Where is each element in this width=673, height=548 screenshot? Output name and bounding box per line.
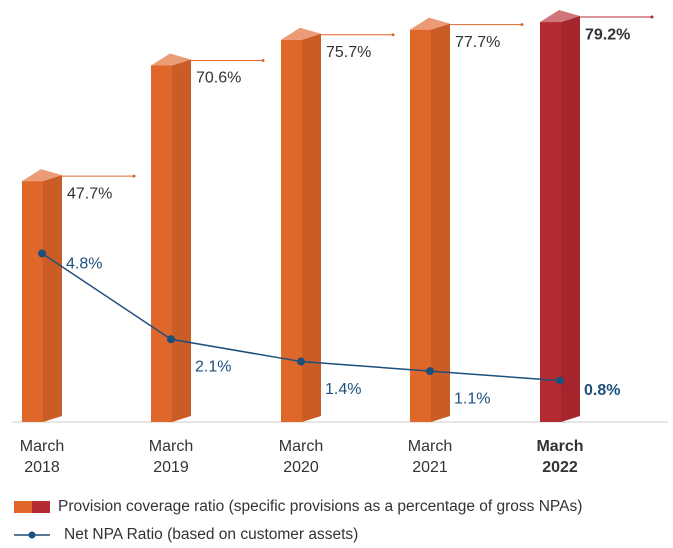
bar: [281, 39, 302, 423]
bar-top: [410, 17, 450, 30]
line-point: [426, 367, 434, 376]
bar-top: [540, 10, 580, 23]
bar-side: [561, 16, 580, 422]
x-tick-label: March 2020: [278, 438, 324, 476]
line-value-label: 4.8%: [66, 256, 102, 273]
bar-value-label: 79.2%: [585, 26, 630, 43]
bar-side: [431, 23, 450, 423]
legend-label: Provision coverage ratio (specific provi…: [58, 498, 583, 515]
x-tick-label: March 2018: [19, 438, 65, 476]
legend-item: Net NPA Ratio (based on customer assets): [14, 526, 358, 544]
legend-item: Provision coverage ratio (specific provi…: [14, 498, 582, 516]
bar-top: [22, 169, 62, 182]
line-point: [556, 376, 564, 385]
leader-dot: [261, 58, 265, 62]
line-value-label: 2.1%: [195, 359, 231, 376]
bar-value-label: 47.7%: [67, 185, 112, 202]
line-value-label: 1.1%: [454, 390, 490, 407]
line-point: [38, 249, 46, 258]
bar: [151, 65, 172, 422]
x-tick-label: March 2019: [148, 438, 194, 476]
bar-top: [151, 53, 191, 66]
leader-dot: [520, 23, 524, 27]
bar-value-label: 75.7%: [326, 44, 371, 61]
leader-dot: [391, 33, 395, 37]
line-point: [297, 357, 305, 366]
bar: [22, 181, 43, 422]
bar: [540, 22, 561, 422]
leader-dot: [132, 174, 136, 178]
bar-side: [302, 33, 321, 423]
bar-value-label: 70.6%: [196, 70, 241, 87]
x-tick-label: March 2022: [536, 438, 584, 476]
line-point: [167, 335, 175, 344]
bar-side: [43, 175, 62, 422]
x-tick-label: March 2021: [407, 438, 453, 476]
legend-label: Net NPA Ratio (based on customer assets): [64, 526, 359, 543]
line-value-label: 1.4%: [325, 381, 361, 398]
bar-side: [172, 59, 191, 422]
line-value-label: 0.8%: [584, 382, 620, 399]
leader-dot: [650, 15, 654, 19]
legend-swatch: [14, 501, 50, 513]
bar-value-label: 77.7%: [455, 34, 500, 51]
bar-top: [281, 27, 321, 40]
legend-swatch: [14, 531, 50, 539]
bar: [410, 29, 431, 423]
